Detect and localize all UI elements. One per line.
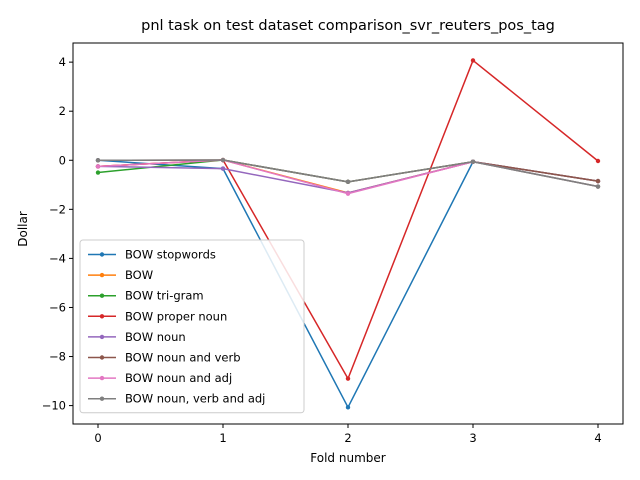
legend-item: BOW proper noun [88,309,227,323]
data-point [220,157,226,163]
legend-label: BOW noun and adj [125,371,232,385]
legend-marker [99,396,105,401]
legend-label: BOW noun, verb and adj [125,392,265,406]
legend-item: BOW noun, verb and adj [88,392,265,406]
series-layer [95,58,601,410]
data-point [220,166,226,171]
legend-marker [99,334,105,340]
data-point [470,58,476,63]
y-tick-label: −10 [42,399,66,413]
legend-label: BOW noun [125,330,186,344]
y-tick-label: −8 [49,350,66,364]
legend-marker [99,272,105,278]
legend-item: BOW tri-gram [88,289,204,303]
y-tick-label: 2 [59,104,66,118]
legend-label: BOW noun and verb [125,351,241,365]
legend-marker [99,314,105,319]
y-tick-label: 4 [59,55,66,69]
y-tick-label: −6 [49,300,66,314]
legend: BOW stopwords BOW BOW tri-gram BOW proper n… [79,239,305,414]
data-point [595,158,601,164]
data-point [345,376,351,381]
legend-box [79,239,305,414]
data-point [345,179,351,185]
legend-item: BOW noun [88,330,186,344]
x-tick-label: 4 [594,431,601,445]
legend-item: BOW [88,268,153,282]
x-tick-label: 0 [94,431,101,445]
y-tick-label: −4 [49,251,66,265]
legend-marker [99,252,105,257]
data-point [95,164,101,169]
x-tick-label: 2 [344,431,351,445]
legend-marker [99,293,105,298]
x-axis-label: Fold number [310,451,385,465]
legend-item: BOW stopwords [88,248,216,262]
legend-marker [99,355,105,360]
x-tick-label: 1 [219,431,226,445]
data-point [95,170,101,175]
x-axis-ticks: 0 1 2 3 4 [94,424,602,445]
data-point [595,184,601,189]
y-axis-ticks: 4 2 0 −2 −4 −6 −8 −10 [42,55,73,413]
data-point [345,191,351,196]
legend-label: BOW [125,268,153,282]
y-tick-label: 0 [59,153,66,167]
legend-label: BOW tri-gram [125,289,204,303]
data-point [470,159,476,164]
legend-label: BOW stopwords [125,248,216,262]
legend-item: BOW noun and adj [88,371,232,385]
x-tick-label: 3 [469,431,476,445]
data-point [95,158,101,163]
data-point [345,405,351,410]
series-8 [95,157,601,189]
chart-title: pnl task on test dataset comparison_svr_… [141,18,555,34]
legend-label: BOW proper noun [125,309,227,323]
legend-item: BOW noun and verb [88,351,241,365]
y-axis-label: Dollar [16,211,30,247]
y-tick-label: −2 [49,202,66,216]
data-point [595,178,601,184]
legend-marker [99,375,105,381]
